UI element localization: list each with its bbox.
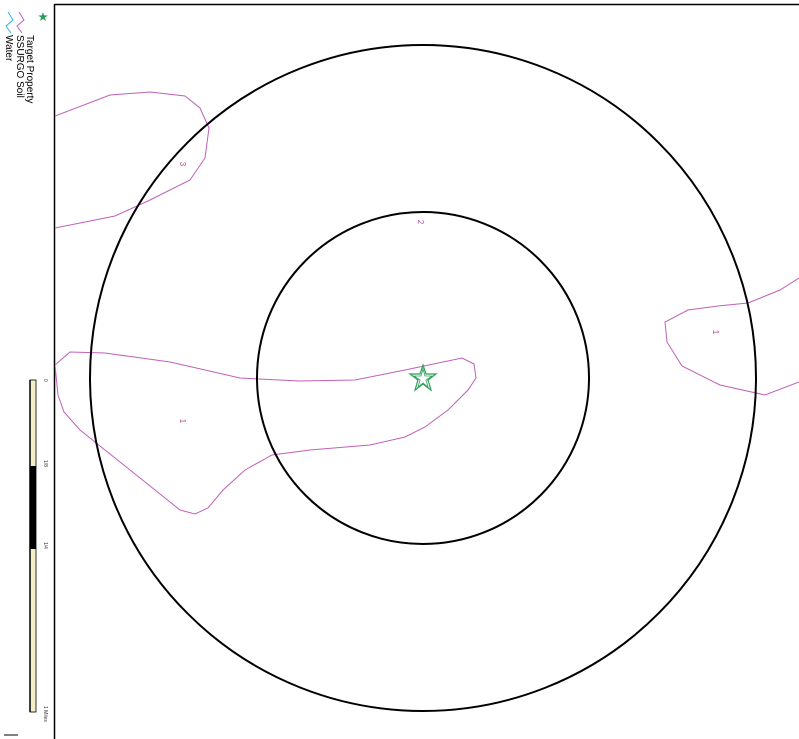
scale-tick-1-8: 1/8 [42,460,48,467]
scale-tick-1-mile: 1 Miles [42,706,48,722]
map-content: 1 2 3 1 [55,44,799,712]
buffer-ring-outer [89,44,757,712]
target-property-marker [408,363,438,392]
soil-unit-label: 1 [711,330,720,335]
soil-boundary-northwest [55,91,210,229]
soil-unit-label: 1 [178,419,187,424]
scale-bar-dark-segment [30,466,36,549]
water-line-icon [5,11,14,34]
soil-boundary-east [664,277,799,396]
legend-label-ssurgo-soil: SSURGO Soil [14,35,25,98]
soil-line-icon [16,11,25,34]
star-icon [38,12,48,21]
soil-boundary-central [55,351,477,515]
scale-tick-0: 0 [42,379,48,382]
buffer-ring-inner [256,211,590,545]
star-icon [408,363,438,392]
scale-tick-1-4: 1/4 [42,542,48,549]
legend-label-water: Water [3,35,14,62]
soil-unit-label: 2 [416,220,425,225]
legend-item-ssurgo-soil: SSURGO Soil [14,11,25,98]
legend: Target Property SSURGO Soil Water [3,11,48,103]
star-outline-icon [412,367,434,389]
legend-label-target-property: Target Property [24,35,35,103]
scale-bar: 0 1/8 1/4 1 Miles [4,379,48,736]
legend-item-target-property: Target Property [24,12,48,103]
legend-item-water: Water [3,11,14,62]
soil-unit-label: 3 [178,162,187,167]
